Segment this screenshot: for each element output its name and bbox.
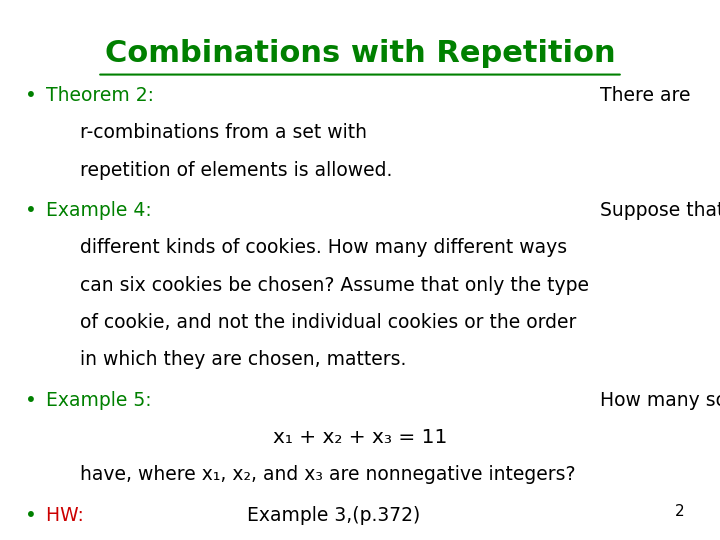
Text: 2: 2 <box>675 504 685 519</box>
Text: repetition of elements is allowed.: repetition of elements is allowed. <box>80 160 392 180</box>
Text: can six cookies be chosen? Assume that only the type: can six cookies be chosen? Assume that o… <box>80 276 589 295</box>
Text: Suppose that a cookie shop has four: Suppose that a cookie shop has four <box>600 201 720 220</box>
Text: •: • <box>25 86 37 105</box>
Text: different kinds of cookies. How many different ways: different kinds of cookies. How many dif… <box>80 238 567 258</box>
Text: x₁ + x₂ + x₃ = 11: x₁ + x₂ + x₃ = 11 <box>273 428 447 447</box>
Text: Example 3,(p.372): Example 3,(p.372) <box>247 506 420 525</box>
Text: of cookie, and not the individual cookies or the order: of cookie, and not the individual cookie… <box>80 313 577 332</box>
Text: r-combinations from a set with: r-combinations from a set with <box>80 123 373 143</box>
Text: •: • <box>25 201 37 220</box>
Text: •: • <box>25 506 37 525</box>
Text: •: • <box>25 391 37 410</box>
Text: Example 4:: Example 4: <box>45 201 157 220</box>
Text: Example 5:: Example 5: <box>45 391 157 410</box>
Text: There are: There are <box>600 86 696 105</box>
Text: in which they are chosen, matters.: in which they are chosen, matters. <box>80 350 406 369</box>
Text: Combinations with Repetition: Combinations with Repetition <box>104 39 616 69</box>
Text: HW:: HW: <box>45 506 89 525</box>
Text: How many solutions does the equation: How many solutions does the equation <box>600 391 720 410</box>
Text: Theorem 2:: Theorem 2: <box>45 86 160 105</box>
Text: have, where x₁, x₂, and x₃ are nonnegative integers?: have, where x₁, x₂, and x₃ are nonnegati… <box>80 465 575 484</box>
